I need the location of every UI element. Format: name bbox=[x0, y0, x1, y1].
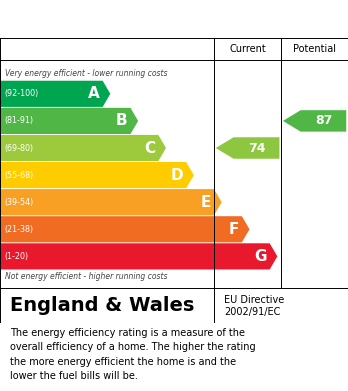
Text: EU Directive: EU Directive bbox=[224, 295, 285, 305]
Polygon shape bbox=[0, 81, 110, 107]
Polygon shape bbox=[0, 243, 277, 269]
Text: C: C bbox=[144, 140, 156, 156]
Polygon shape bbox=[0, 108, 138, 134]
Polygon shape bbox=[0, 135, 166, 161]
Polygon shape bbox=[0, 162, 194, 188]
Polygon shape bbox=[216, 137, 279, 159]
Text: D: D bbox=[171, 168, 183, 183]
Text: Potential: Potential bbox=[293, 44, 336, 54]
Text: A: A bbox=[88, 86, 100, 101]
Text: Very energy efficient - lower running costs: Very energy efficient - lower running co… bbox=[5, 69, 168, 78]
Text: (39-54): (39-54) bbox=[4, 198, 33, 207]
Text: (69-80): (69-80) bbox=[4, 143, 33, 152]
Text: 74: 74 bbox=[248, 142, 265, 154]
Polygon shape bbox=[0, 216, 250, 242]
Text: The energy efficiency rating is a measure of the
overall efficiency of a home. T: The energy efficiency rating is a measur… bbox=[10, 328, 256, 381]
Text: G: G bbox=[254, 249, 267, 264]
Text: B: B bbox=[116, 113, 128, 128]
Text: Not energy efficient - higher running costs: Not energy efficient - higher running co… bbox=[5, 272, 168, 281]
Text: 2002/91/EC: 2002/91/EC bbox=[224, 307, 281, 317]
Text: F: F bbox=[229, 222, 239, 237]
Text: England & Wales: England & Wales bbox=[10, 296, 195, 315]
Text: (92-100): (92-100) bbox=[4, 89, 38, 98]
Polygon shape bbox=[283, 110, 346, 132]
Text: Current: Current bbox=[229, 44, 266, 54]
Text: 87: 87 bbox=[315, 115, 332, 127]
Text: E: E bbox=[201, 195, 211, 210]
Text: (55-68): (55-68) bbox=[4, 170, 33, 179]
Text: (81-91): (81-91) bbox=[4, 117, 33, 126]
Text: Energy Efficiency Rating: Energy Efficiency Rating bbox=[10, 10, 239, 28]
Polygon shape bbox=[0, 189, 222, 215]
Text: (1-20): (1-20) bbox=[4, 252, 28, 261]
Text: (21-38): (21-38) bbox=[4, 225, 33, 234]
